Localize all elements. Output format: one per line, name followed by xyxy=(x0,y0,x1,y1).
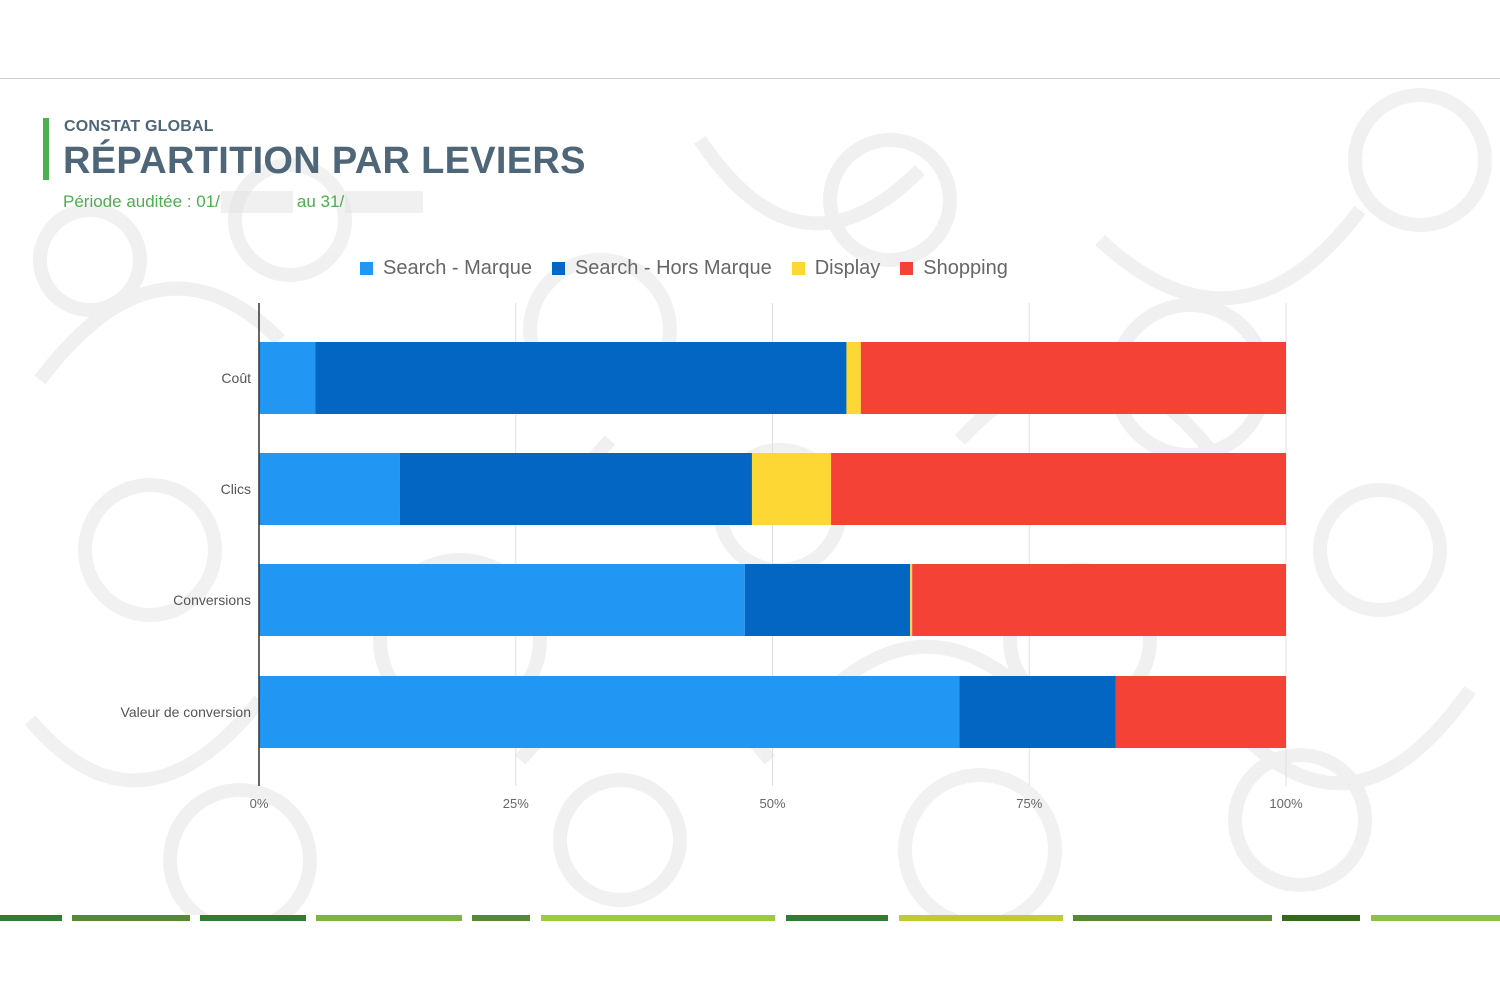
x-tick-label: 100% xyxy=(1269,796,1303,811)
category-label: Valeur de conversion xyxy=(121,704,251,720)
redacted-start-date xyxy=(220,191,293,213)
legend-label: Search - Marque xyxy=(383,257,532,279)
bar-segment xyxy=(751,453,832,525)
footer-segment xyxy=(786,915,888,921)
bar-segment xyxy=(910,564,913,636)
footer-segment xyxy=(472,915,530,921)
page-title: RÉPARTITION PAR LEVIERS xyxy=(63,140,586,182)
footer-stripe xyxy=(0,915,1500,921)
footer-segment xyxy=(72,915,190,921)
legend-item: Search - Hors Marque xyxy=(551,257,772,280)
legend-swatch xyxy=(791,262,805,275)
legend-swatch xyxy=(900,262,914,275)
legend-swatch xyxy=(551,262,565,275)
footer-segment xyxy=(541,915,775,921)
footer-segment xyxy=(1371,915,1500,921)
category-label: Conversions xyxy=(173,592,251,608)
section-kicker: CONSTAT GLOBAL xyxy=(64,118,214,135)
chart-legend: Search - Marque Search - Hors Marque Displ… xyxy=(360,257,1028,280)
footer-segment xyxy=(316,915,462,921)
bar-segment xyxy=(860,342,1286,414)
legend-item: Shopping xyxy=(900,257,1008,280)
bar-segment xyxy=(831,453,1286,525)
legend-label: Search - Hors Marque xyxy=(574,257,772,279)
x-tick-label: 25% xyxy=(503,796,529,811)
x-tick-label: 50% xyxy=(759,796,785,811)
footer-segment xyxy=(1282,915,1360,921)
bar-segment xyxy=(259,564,745,636)
bar-segment xyxy=(399,453,752,525)
redacted-end-date xyxy=(345,191,424,213)
bar-segment xyxy=(846,342,861,414)
audit-period: Période auditée : 01/ au 31/ xyxy=(63,191,427,213)
bar-segment xyxy=(959,676,1116,748)
category-label: Clics xyxy=(221,481,251,497)
bar-segment xyxy=(315,342,847,414)
bar-segment xyxy=(912,564,1286,636)
x-tick-label: 0% xyxy=(250,796,269,811)
bar-segment xyxy=(744,564,911,636)
footer-segment xyxy=(200,915,306,921)
legend-item: Display xyxy=(791,257,881,280)
footer-segment xyxy=(0,915,62,921)
bar-segment xyxy=(1115,676,1286,748)
bar-segment xyxy=(259,453,400,525)
period-middle: au 31/ xyxy=(296,192,345,211)
legend-label: Shopping xyxy=(923,257,1008,279)
top-divider xyxy=(0,78,1500,79)
legend-label: Display xyxy=(814,257,881,279)
period-prefix: Période auditée : 01/ xyxy=(63,192,220,211)
legend-item: Search - Marque xyxy=(360,257,532,280)
legend-swatch xyxy=(360,262,373,275)
footer-segment xyxy=(1073,915,1272,921)
footer-segment xyxy=(899,915,1063,921)
header-accent-bar xyxy=(43,118,49,180)
bar-segment xyxy=(259,342,316,414)
category-label: Coût xyxy=(221,370,251,386)
x-tick-label: 75% xyxy=(1016,796,1042,811)
bar-segment xyxy=(259,676,960,748)
